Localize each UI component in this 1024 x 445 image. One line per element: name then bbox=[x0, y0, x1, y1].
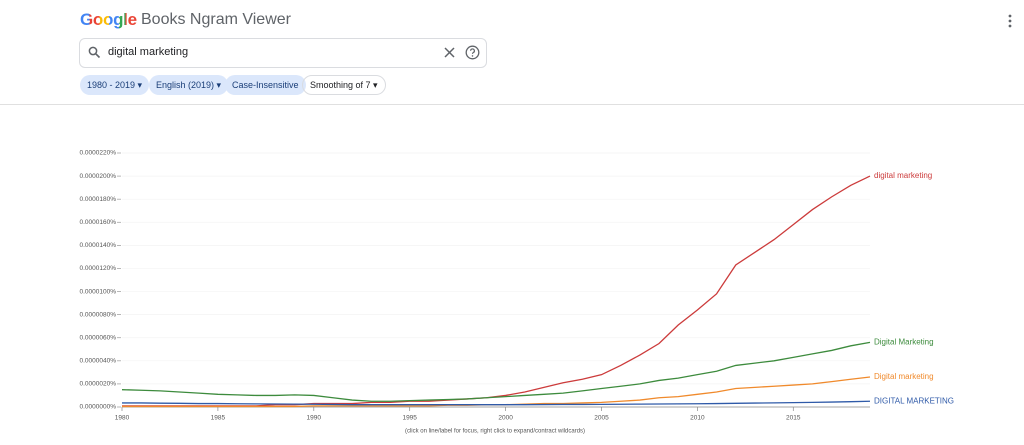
x-tick-label: 2000 bbox=[498, 415, 513, 422]
y-tick-label: 0.0000040% bbox=[79, 358, 116, 365]
app-title[interactable]: Books Ngram Viewer bbox=[141, 11, 291, 28]
chip-label: Smoothing of 7 bbox=[310, 80, 371, 90]
y-tick-label: 0.0000060% bbox=[79, 334, 116, 341]
search-icon bbox=[88, 46, 101, 59]
series-label[interactable]: digital marketing bbox=[874, 171, 932, 180]
y-tick-label: 0.0000100% bbox=[79, 288, 116, 295]
y-tick-label: 0.0000020% bbox=[79, 381, 116, 388]
year-range-chip[interactable]: 1980 - 2019 ▾ bbox=[80, 75, 150, 95]
clear-button[interactable] bbox=[444, 47, 455, 58]
case-chip[interactable]: Case-Insensitive bbox=[225, 75, 306, 95]
series-line bbox=[122, 400, 871, 406]
y-tick-label: 0.0000160% bbox=[79, 219, 116, 226]
x-tick-label: 2005 bbox=[594, 415, 609, 422]
series-label[interactable]: Digital marketing bbox=[874, 372, 934, 381]
y-tick-label: 0.0000180% bbox=[79, 196, 116, 203]
chip-label: English (2019) bbox=[156, 80, 215, 90]
y-tick-label: 0.0000000% bbox=[79, 404, 116, 411]
y-tick-label: 0.0000220% bbox=[79, 150, 116, 157]
help-button[interactable] bbox=[465, 45, 480, 60]
y-tick-label: 0.0000140% bbox=[79, 242, 116, 249]
search-box[interactable]: digital marketing bbox=[79, 38, 487, 68]
corpus-chip[interactable]: English (2019) ▾ bbox=[149, 75, 229, 95]
menu-button[interactable] bbox=[1004, 12, 1016, 30]
x-tick-label: 1980 bbox=[115, 415, 130, 422]
smoothing-chip[interactable]: Smoothing of 7 ▾ bbox=[302, 75, 386, 95]
search-query[interactable]: digital marketing bbox=[108, 46, 189, 58]
series-label[interactable]: Digital Marketing bbox=[874, 337, 934, 346]
y-tick-label: 0.0000120% bbox=[79, 265, 116, 272]
google-logo[interactable]: Google bbox=[80, 10, 137, 29]
y-tick-label: 0.0000080% bbox=[79, 311, 116, 318]
x-tick-label: 1995 bbox=[402, 415, 417, 422]
chip-label: Case-Insensitive bbox=[232, 80, 299, 90]
chip-label: 1980 - 2019 bbox=[87, 80, 136, 90]
chart-note: (click on line/label for focus, right cl… bbox=[405, 429, 585, 435]
series-line bbox=[122, 376, 871, 408]
series-line bbox=[121, 341, 871, 402]
series-line bbox=[122, 175, 871, 407]
divider bbox=[0, 104, 1024, 105]
x-tick-label: 1985 bbox=[211, 415, 226, 422]
x-tick-label: 1990 bbox=[307, 415, 322, 422]
x-tick-label: 2010 bbox=[690, 415, 705, 422]
series-label[interactable]: DIGITAL MARKETING bbox=[874, 396, 954, 405]
y-tick-label: 0.0000200% bbox=[79, 173, 116, 180]
x-tick-label: 2015 bbox=[786, 415, 801, 422]
